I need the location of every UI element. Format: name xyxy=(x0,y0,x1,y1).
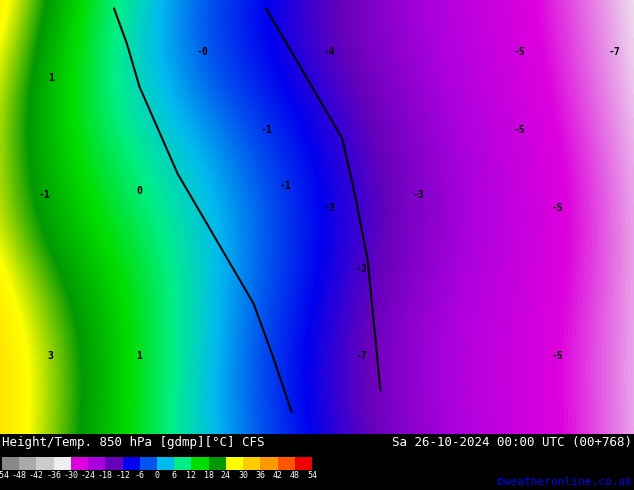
Text: Sa 26-10-2024 00:00 UTC (00+768): Sa 26-10-2024 00:00 UTC (00+768) xyxy=(392,436,632,449)
Text: 24: 24 xyxy=(221,471,231,480)
Text: 1: 1 xyxy=(48,73,54,83)
FancyBboxPatch shape xyxy=(209,457,226,470)
Text: 0: 0 xyxy=(155,471,160,480)
FancyBboxPatch shape xyxy=(243,457,261,470)
Text: -24: -24 xyxy=(81,471,96,480)
Text: 30: 30 xyxy=(238,471,248,480)
Text: -12: -12 xyxy=(115,471,130,480)
Text: -7: -7 xyxy=(356,350,367,361)
Text: 0: 0 xyxy=(136,186,143,196)
Text: -30: -30 xyxy=(63,471,79,480)
Text: 6: 6 xyxy=(172,471,177,480)
FancyBboxPatch shape xyxy=(88,457,105,470)
FancyBboxPatch shape xyxy=(54,457,71,470)
Text: -18: -18 xyxy=(98,471,113,480)
FancyBboxPatch shape xyxy=(139,457,157,470)
Text: 42: 42 xyxy=(273,471,283,480)
Text: 54: 54 xyxy=(307,471,317,480)
Text: -5: -5 xyxy=(514,125,526,135)
FancyBboxPatch shape xyxy=(19,457,36,470)
Text: -1: -1 xyxy=(261,125,272,135)
FancyBboxPatch shape xyxy=(261,457,278,470)
Text: -4: -4 xyxy=(324,47,335,57)
Text: 48: 48 xyxy=(290,471,300,480)
Text: 12: 12 xyxy=(186,471,197,480)
Text: -5: -5 xyxy=(552,203,564,213)
Text: -3: -3 xyxy=(356,264,367,274)
FancyBboxPatch shape xyxy=(157,457,174,470)
Text: -1: -1 xyxy=(280,181,291,192)
FancyBboxPatch shape xyxy=(2,457,19,470)
FancyBboxPatch shape xyxy=(226,457,243,470)
Text: -48: -48 xyxy=(11,471,27,480)
FancyBboxPatch shape xyxy=(122,457,139,470)
Text: -5: -5 xyxy=(514,47,526,57)
Text: -3: -3 xyxy=(413,190,424,200)
Text: -6: -6 xyxy=(135,471,145,480)
Text: 18: 18 xyxy=(204,471,214,480)
Text: 3: 3 xyxy=(48,350,54,361)
Text: -3: -3 xyxy=(324,203,335,213)
Text: -54: -54 xyxy=(0,471,10,480)
Text: -5: -5 xyxy=(552,350,564,361)
Text: -42: -42 xyxy=(29,471,44,480)
FancyBboxPatch shape xyxy=(278,457,295,470)
Text: -36: -36 xyxy=(46,471,61,480)
Text: Height/Temp. 850 hPa [gdmp][°C] CFS: Height/Temp. 850 hPa [gdmp][°C] CFS xyxy=(2,436,264,449)
Text: -0: -0 xyxy=(197,47,209,57)
FancyBboxPatch shape xyxy=(191,457,209,470)
FancyBboxPatch shape xyxy=(105,457,122,470)
Text: -7: -7 xyxy=(609,47,621,57)
FancyBboxPatch shape xyxy=(174,457,191,470)
Text: 36: 36 xyxy=(256,471,266,480)
FancyBboxPatch shape xyxy=(36,457,54,470)
Text: -1: -1 xyxy=(39,190,50,200)
Text: 1: 1 xyxy=(136,350,143,361)
FancyBboxPatch shape xyxy=(295,457,312,470)
FancyBboxPatch shape xyxy=(71,457,88,470)
Text: ©weatheronline.co.uk: ©weatheronline.co.uk xyxy=(497,477,632,487)
